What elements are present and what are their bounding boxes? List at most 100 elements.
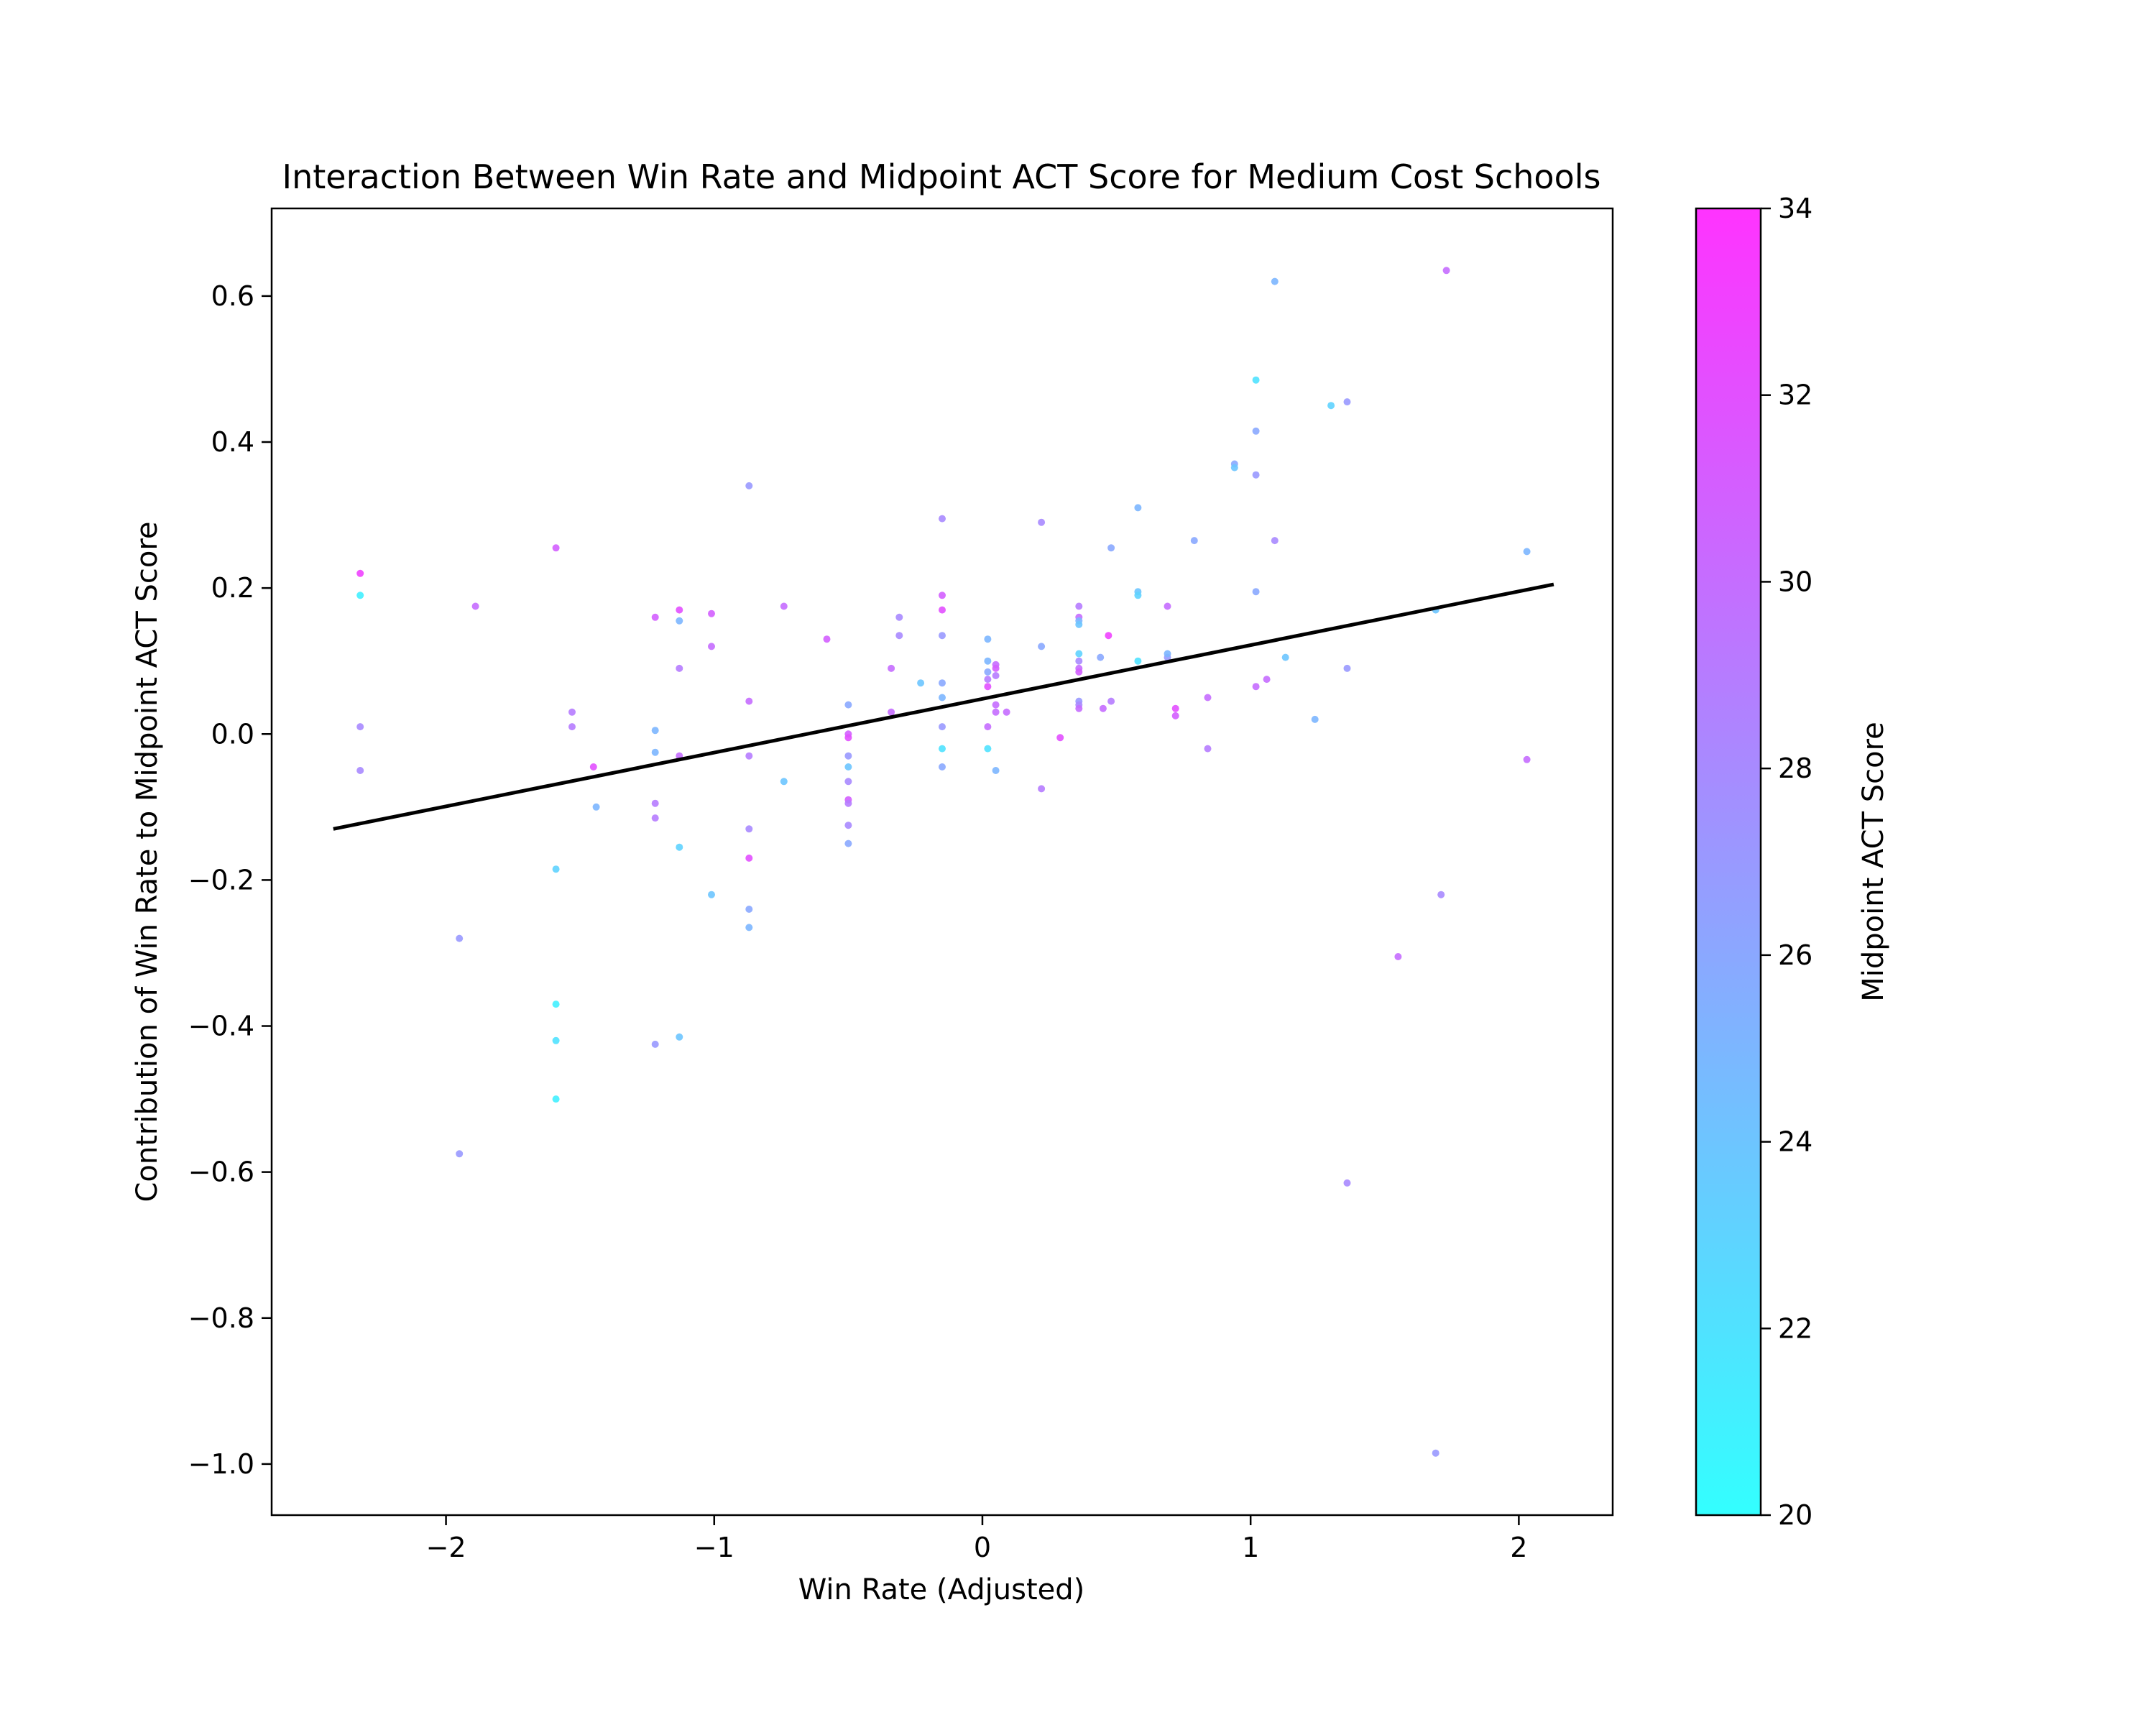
- scatter-point: [1442, 267, 1450, 275]
- scatter-point: [651, 613, 659, 621]
- colorbar-tick-label: 32: [1778, 380, 1812, 411]
- scatter-point: [592, 803, 600, 811]
- y-tick-label: 0.2: [211, 572, 254, 604]
- plot-frame: [270, 207, 1614, 1517]
- scatter-point: [780, 602, 788, 610]
- scatter-point: [589, 763, 597, 770]
- colorbar-tick-label: 24: [1778, 1126, 1812, 1158]
- scatter-point: [1252, 376, 1260, 384]
- scatter-point: [992, 767, 1000, 774]
- scatter-point: [1038, 518, 1046, 526]
- scatter-point: [568, 723, 576, 731]
- x-axis-label: Win Rate (Adjusted): [798, 1573, 1085, 1606]
- scatter-point: [844, 840, 852, 847]
- scatter-point: [844, 752, 852, 760]
- scatter-point: [992, 701, 1000, 709]
- scatter-point: [1271, 537, 1279, 545]
- chart-title: Interaction Between Win Rate and Midpoin…: [282, 157, 1601, 196]
- scatter-point: [356, 592, 364, 599]
- scatter-point: [676, 1033, 683, 1041]
- scatter-point: [844, 778, 852, 786]
- x-tick-label: 0: [974, 1532, 991, 1563]
- scatter-point: [888, 708, 895, 716]
- scatter-point: [456, 934, 464, 942]
- scatter-point: [844, 799, 852, 807]
- scatter-point: [1252, 588, 1260, 596]
- scatter-point: [984, 723, 992, 731]
- scatter-point: [844, 763, 852, 770]
- scatter-point: [456, 1150, 464, 1158]
- scatter-point: [984, 683, 992, 691]
- scatter-point: [1343, 398, 1351, 406]
- scatter-point: [1394, 953, 1402, 960]
- scatter-point: [745, 482, 753, 489]
- colorbar-tick-label: 28: [1778, 753, 1812, 784]
- scatter-point: [745, 752, 753, 760]
- scatter-point: [888, 664, 895, 672]
- scatter-point: [471, 602, 479, 610]
- scatter-point: [895, 632, 903, 640]
- scatter-point: [568, 708, 576, 716]
- scatter-point: [552, 1095, 560, 1103]
- scatter-point: [1171, 712, 1179, 719]
- scatter-point: [1164, 650, 1171, 658]
- colorbar-tick-label: 26: [1778, 939, 1812, 971]
- scatter-point: [708, 891, 715, 898]
- x-tick-label: −2: [426, 1532, 466, 1563]
- colorbar-tick-label: 34: [1778, 193, 1812, 224]
- scatter-point: [1204, 694, 1212, 702]
- scatter-point: [984, 745, 992, 753]
- scatter-point: [1343, 664, 1351, 672]
- points-layer: [356, 267, 1531, 1457]
- scatter-point: [1432, 1449, 1439, 1457]
- scatter-point: [1075, 620, 1083, 628]
- scatter-point: [1327, 402, 1335, 410]
- scatter-point: [1099, 704, 1107, 712]
- scatter-point: [745, 906, 753, 913]
- scatter-point: [552, 865, 560, 873]
- scatter-point: [1105, 632, 1112, 640]
- scatter-point: [844, 701, 852, 709]
- scatter-point: [651, 1040, 659, 1048]
- y-tick-label: −0.6: [188, 1156, 254, 1188]
- scatter-point: [676, 843, 683, 851]
- colorbar-tick-label: 22: [1778, 1312, 1812, 1344]
- scatter-point: [1523, 755, 1531, 763]
- plot-area: [270, 207, 1614, 1517]
- scatter-point: [1003, 708, 1010, 716]
- scatter-point: [1343, 1179, 1351, 1187]
- scatter-point: [992, 664, 1000, 672]
- scatter-point: [651, 814, 659, 822]
- scatter-point: [1311, 715, 1319, 723]
- scatter-point: [823, 635, 831, 643]
- y-tick-label: 0.0: [211, 718, 254, 750]
- scatter-point: [984, 657, 992, 665]
- colorbar-tick-label: 30: [1778, 566, 1812, 597]
- scatter-point: [1164, 602, 1171, 610]
- scatter-point: [676, 606, 683, 614]
- scatter-point: [1038, 785, 1046, 793]
- scatter-point: [1075, 657, 1083, 665]
- y-tick-label: 0.6: [211, 280, 254, 312]
- scatter-point: [1107, 697, 1115, 705]
- scatter-point: [992, 708, 1000, 716]
- scatter-point: [844, 734, 852, 742]
- scatter-point: [1437, 891, 1445, 898]
- x-tick-label: 1: [1242, 1532, 1259, 1563]
- colorbar: 20 22 24 26 28 30 32 34 Midpoint ACT Score: [1695, 193, 1890, 1531]
- scatter-point: [984, 635, 992, 643]
- scatter-point: [1038, 643, 1046, 650]
- scatter-point: [939, 632, 946, 640]
- colorbar-gradient: [1695, 207, 1762, 1517]
- colorbar-ticks: 20 22 24 26 28 30 32 34: [1761, 193, 1812, 1531]
- scatter-point: [1075, 668, 1083, 676]
- scatter-point: [895, 613, 903, 621]
- scatter-point: [1134, 592, 1142, 599]
- scatter-point: [939, 592, 946, 599]
- scatter-point: [356, 767, 364, 774]
- scatter-point: [552, 1000, 560, 1008]
- scatter-point: [745, 697, 753, 705]
- x-tick-label: −1: [694, 1532, 734, 1563]
- scatter-point: [676, 664, 683, 672]
- scatter-point: [552, 544, 560, 552]
